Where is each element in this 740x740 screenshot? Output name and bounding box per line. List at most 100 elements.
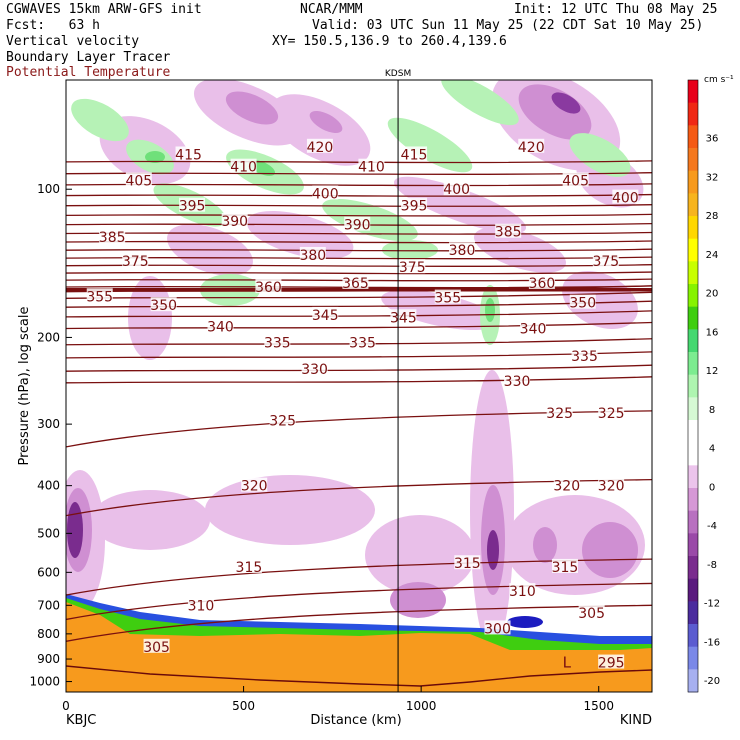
colorbar-label: -20 [704, 676, 720, 687]
theta-contour [66, 271, 652, 275]
theta-label: 315 [236, 560, 263, 576]
y-tick-label: 500 [37, 526, 60, 540]
theta-contour [66, 351, 652, 359]
theta-label: 360 [529, 276, 556, 292]
y-tick-label: 700 [37, 598, 60, 612]
colorbar-label: -4 [707, 521, 717, 532]
theta-label: 335 [571, 349, 598, 365]
theta-label: 380 [449, 243, 476, 259]
theta-label: 315 [454, 556, 481, 572]
theta-label: 365 [342, 276, 369, 292]
x-axis-title: Distance (km) [310, 713, 401, 728]
colorbar-swatch [688, 284, 698, 308]
colorbar-swatch [688, 170, 698, 194]
y-axis-title: Pressure (hPa), log scale [17, 307, 32, 466]
theta-label: 350 [150, 298, 177, 314]
model-title: CGWAVES 15km ARW-GFS init [6, 2, 202, 17]
org-label: NCAR/MMM [300, 2, 363, 17]
theta-label: 420 [518, 140, 545, 156]
theta-label: 385 [99, 230, 126, 246]
theta-contour [66, 291, 652, 299]
theta-label: 355 [86, 289, 113, 305]
colorbar-swatch [688, 102, 698, 126]
theta-label: 375 [399, 260, 426, 276]
theta-contour [66, 604, 652, 642]
init-time: Init: 12 UTC Thu 08 May 25 [514, 2, 718, 17]
theta-contour [66, 248, 652, 252]
right-endpoint-label: KIND [620, 713, 652, 728]
colorbar-swatch [688, 556, 698, 580]
kdsm-label: KDSM [385, 69, 411, 79]
theta-label: 335 [264, 336, 291, 352]
theta-label: 405 [562, 173, 589, 189]
colorbar-label: -8 [707, 560, 717, 571]
theta-contour [66, 278, 652, 282]
colorbar-label: 16 [706, 327, 719, 338]
theta-contour [66, 231, 652, 235]
theta-label: 400 [312, 186, 339, 202]
theta-label: 300 [484, 621, 511, 637]
xy-range: XY= 150.5,136.9 to 260.4,139.6 [272, 34, 507, 49]
colorbar-swatch [688, 261, 698, 285]
field-potential-temperature: Potential Temperature [6, 65, 171, 80]
theta-contour [66, 193, 652, 197]
colorbar-swatch [688, 238, 698, 262]
theta-label: 310 [509, 584, 536, 600]
colorbar-swatch [688, 125, 698, 149]
colorbar-label: 28 [706, 211, 719, 222]
y-tick-label: 300 [37, 417, 60, 431]
plot-frame [65, 79, 653, 693]
colorbar-label: 32 [706, 172, 719, 183]
left-endpoint-label: KBJC [66, 713, 96, 728]
colorbar-swatch [688, 578, 698, 602]
theta-contour [66, 285, 652, 289]
theta-contour [66, 376, 652, 384]
theta-label: 410 [230, 160, 257, 176]
theta-label: 320 [553, 479, 580, 495]
y-tick-label: 200 [37, 330, 60, 344]
theta-label: 410 [358, 160, 385, 176]
y-tick-label: 400 [37, 479, 60, 493]
theta-label: 415 [401, 147, 428, 163]
colorbar-swatch [688, 624, 698, 648]
x-tick-label: 1000 [406, 699, 437, 713]
theta-label: 325 [269, 414, 296, 430]
y-tick-label: 100 [37, 182, 60, 196]
y-tick-label: 1000 [29, 675, 60, 689]
theta-label: 335 [349, 336, 376, 352]
colorbar-swatch [688, 465, 698, 489]
theta-contour [66, 300, 652, 308]
theta-label: 400 [443, 182, 470, 198]
theta-contour [66, 321, 652, 330]
theta-label: 355 [434, 291, 461, 307]
forecast-hour: Fcst: 63 h [6, 18, 100, 33]
colorbar-swatch [688, 329, 698, 353]
x-tick-label: 500 [232, 699, 255, 713]
colorbar-label: -12 [704, 599, 720, 610]
theta-contour [66, 213, 652, 217]
field-vertical-velocity: Vertical velocity [6, 34, 140, 49]
colorbar-swatch [688, 148, 698, 172]
theta-label: 395 [401, 199, 428, 215]
x-axis: 0 500 1000 1500 [62, 686, 614, 713]
colorbar-swatch [688, 669, 698, 693]
field-boundary-layer-tracer: Boundary Layer Tracer [6, 50, 171, 65]
colorbar-swatch [688, 80, 698, 104]
colorbar-swatch [688, 533, 698, 557]
theta-label: 400 [612, 191, 639, 207]
colorbar-label: 4 [709, 444, 715, 455]
colorbar-swatch [688, 374, 698, 398]
colorbar: 36 32 28 24 20 16 12 8 4 0 -4 -8 -12 -16 -20 [687, 79, 720, 693]
theta-label: 375 [122, 254, 149, 270]
theta-label: 325 [598, 406, 625, 422]
theta-label: 340 [520, 322, 547, 338]
theta-label: 375 [592, 254, 619, 270]
colorbar-label: 0 [709, 482, 715, 493]
theta-contour [66, 478, 652, 517]
theta-label: 380 [299, 248, 326, 264]
theta-label: 390 [344, 218, 371, 234]
colorbar-label: 12 [706, 366, 719, 377]
colorbar-swatch [688, 352, 698, 376]
theta-contour [66, 582, 652, 621]
y-tick-label: 800 [37, 627, 60, 641]
